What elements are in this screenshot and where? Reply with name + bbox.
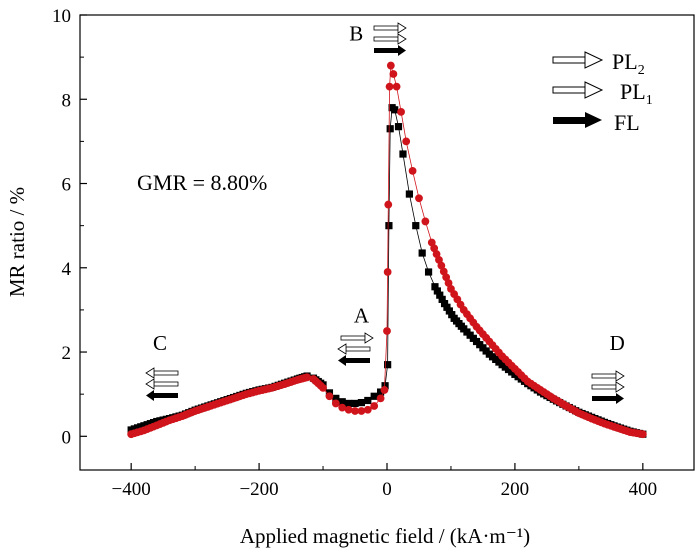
data-point bbox=[385, 82, 394, 91]
data-point bbox=[397, 107, 405, 116]
y-axis-title: MR ratio / % bbox=[5, 187, 29, 297]
data-point bbox=[433, 287, 441, 295]
legend-label-fl: FL bbox=[614, 110, 640, 135]
state-arrows bbox=[145, 22, 625, 404]
solid-arrow-icon bbox=[553, 112, 602, 128]
data-point bbox=[408, 166, 417, 175]
data-point bbox=[418, 249, 426, 257]
outline-arrow-icon bbox=[552, 51, 604, 69]
data-point bbox=[357, 407, 366, 415]
svg-text:PL1: PL1 bbox=[620, 79, 653, 108]
data-point bbox=[415, 194, 423, 203]
legend-entry-pl2: PL2 bbox=[552, 49, 645, 78]
data-point bbox=[363, 405, 372, 414]
data-point bbox=[380, 386, 389, 394]
legend: PL2 PL1 FL bbox=[552, 49, 653, 135]
state-label-c: C bbox=[153, 331, 167, 355]
plot-frame bbox=[79, 14, 695, 471]
y-tick-label: 6 bbox=[62, 175, 72, 196]
data-point bbox=[303, 373, 311, 382]
legend-sub-pl1: 1 bbox=[646, 93, 653, 108]
state-a-arrows-icon bbox=[337, 332, 374, 366]
data-point bbox=[345, 399, 353, 408]
x-tick-label: 0 bbox=[382, 479, 392, 500]
outline-arrow-icon bbox=[552, 81, 604, 99]
data-point bbox=[421, 217, 430, 226]
x-tick-label: −200 bbox=[239, 479, 278, 500]
data-point bbox=[377, 388, 385, 396]
y-tick-label: 0 bbox=[62, 427, 72, 448]
x-axis-title: Applied magnetic field / (kA·m⁻¹) bbox=[240, 524, 530, 548]
data-point bbox=[389, 70, 398, 78]
y-tick-label: 10 bbox=[52, 6, 71, 27]
state-label-d: D bbox=[610, 331, 625, 355]
data-point bbox=[338, 398, 346, 406]
data-point bbox=[370, 402, 379, 410]
data-point bbox=[383, 268, 392, 276]
data-point bbox=[399, 150, 407, 158]
data-point bbox=[386, 61, 395, 70]
data-point bbox=[370, 392, 378, 400]
state-d-arrows-icon bbox=[591, 370, 625, 404]
data-point bbox=[384, 200, 393, 209]
data-point bbox=[424, 268, 433, 276]
data-point bbox=[391, 106, 399, 114]
legend-entry-fl: FL bbox=[553, 110, 640, 135]
data-point bbox=[344, 405, 353, 414]
data-point bbox=[448, 311, 456, 319]
data-point bbox=[364, 396, 372, 405]
data-point bbox=[386, 125, 394, 133]
data-point bbox=[381, 382, 389, 390]
svg-text:PL2: PL2 bbox=[612, 49, 645, 78]
state-label-a: A bbox=[354, 304, 370, 328]
data-point bbox=[357, 398, 366, 407]
data-point bbox=[392, 82, 401, 91]
gmr-annotation: GMR = 8.80% bbox=[137, 170, 267, 195]
series-1 bbox=[127, 61, 647, 439]
data-point bbox=[376, 394, 385, 403]
data-point bbox=[338, 403, 347, 412]
data-point bbox=[351, 399, 359, 408]
data-point bbox=[331, 399, 340, 408]
x-tick-label: 200 bbox=[501, 479, 530, 500]
state-c-arrows-icon bbox=[145, 367, 179, 401]
axis-ticks: −400 −200 0 200 400 0 2 4 6 8 10 bbox=[52, 6, 657, 500]
data-point bbox=[445, 307, 453, 315]
legend-label-pl1: PL bbox=[620, 79, 646, 104]
data-point bbox=[412, 222, 420, 230]
data-point bbox=[332, 394, 340, 402]
data-point bbox=[431, 283, 439, 291]
data-point bbox=[438, 295, 446, 303]
legend-sub-pl2: 2 bbox=[638, 63, 645, 78]
x-tick-label: 400 bbox=[629, 479, 658, 500]
series-layer bbox=[127, 61, 647, 439]
data-point bbox=[384, 361, 392, 369]
state-labels: A B C D bbox=[153, 21, 625, 355]
data-point bbox=[402, 137, 411, 146]
data-point bbox=[385, 222, 393, 230]
data-point bbox=[405, 190, 413, 198]
data-point bbox=[436, 291, 444, 299]
data-point bbox=[443, 303, 451, 311]
data-point bbox=[440, 299, 449, 308]
y-tick-label: 2 bbox=[62, 343, 72, 364]
data-point bbox=[319, 383, 327, 392]
state-b-arrows-icon bbox=[373, 22, 407, 56]
data-point bbox=[638, 430, 647, 439]
y-tick-label: 4 bbox=[62, 259, 72, 280]
data-point bbox=[383, 327, 391, 335]
y-tick-label: 8 bbox=[62, 90, 72, 111]
data-point bbox=[325, 392, 334, 401]
data-point bbox=[394, 123, 403, 131]
state-label-b: B bbox=[349, 21, 363, 45]
legend-label-pl2: PL bbox=[612, 49, 638, 74]
x-tick-label: −400 bbox=[112, 479, 151, 500]
legend-entry-pl1: PL1 bbox=[552, 79, 653, 108]
data-point bbox=[351, 407, 359, 415]
